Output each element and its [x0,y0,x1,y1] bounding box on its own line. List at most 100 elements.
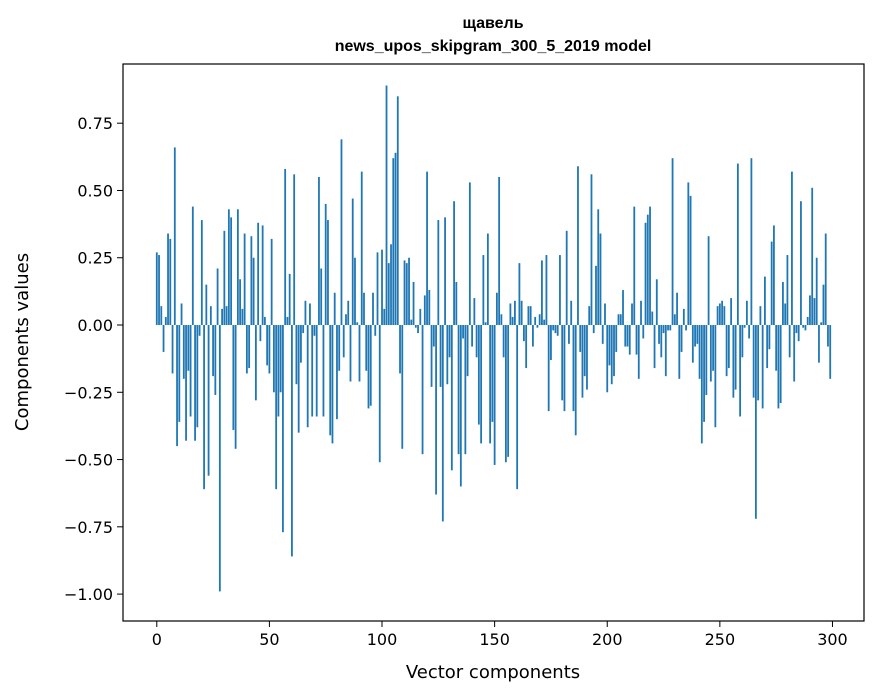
bar-171 [541,260,543,326]
bar-32 [227,209,230,326]
bar-170 [538,314,541,326]
bar-109 [401,325,404,449]
bar-89 [356,322,359,326]
bar-59 [288,273,291,326]
bar-117 [419,308,422,325]
bar-174 [547,325,550,412]
bar-49 [266,325,269,366]
bar-164 [525,325,528,369]
bar-118 [421,325,424,455]
bar-76 [327,220,329,326]
bar-68 [309,303,311,326]
bar-57 [284,168,287,326]
bar-5 [167,233,169,326]
bar-193 [590,174,593,326]
bar-277 [779,325,782,404]
bar-51 [270,238,273,326]
bar-139 [468,182,471,326]
bar-242 [700,325,703,444]
bar-27 [216,268,219,326]
bar-185 [572,325,575,412]
bar-279 [784,303,787,326]
bar-137 [464,325,467,455]
bar-77 [329,325,332,436]
bar-220 [651,311,654,326]
bar-107 [396,96,399,326]
bar-98 [376,252,379,326]
bar-290 [809,295,811,326]
bar-212 [633,206,636,326]
bar-113 [410,319,413,326]
bar-110 [403,260,406,326]
bar-100 [381,249,383,326]
bar-247 [712,325,714,371]
bar-184 [570,300,573,326]
bar-153 [500,314,503,326]
bar-227 [667,325,669,331]
bar-187 [577,166,579,326]
bar-136 [462,325,464,339]
bar-120 [426,171,428,326]
bar-217 [644,222,647,326]
bar-22 [205,284,208,326]
bar-257 [734,325,737,390]
bar-17 [194,325,196,441]
bar-92 [363,292,365,326]
bar-291 [811,187,814,326]
bar-150 [493,325,496,465]
bar-248 [714,325,717,428]
bar-47 [261,225,264,326]
bar-37 [239,279,242,326]
bar-260 [741,325,744,358]
bar-39 [243,233,246,326]
bar-268 [759,306,762,326]
bar-262 [745,300,748,326]
bar-263 [748,325,751,339]
bar-75 [324,203,327,326]
bar-296 [822,284,825,326]
bar-250 [718,303,721,326]
bar-73 [320,268,323,326]
bars-group [155,85,832,592]
bar-258 [736,163,739,326]
bar-272 [768,325,771,350]
bar-264 [750,158,753,326]
bar-152 [498,177,501,326]
bar-15 [189,325,192,417]
bar-286 [800,201,802,326]
bar-141 [473,298,476,326]
bar-181 [563,325,566,412]
bar-65 [302,325,305,334]
y-tick-label: −0.25 [64,383,113,402]
bar-93 [365,325,368,371]
bar-275 [775,325,778,371]
bar-215 [640,300,642,326]
bar-285 [797,325,800,342]
bar-280 [786,255,789,326]
bar-293 [815,257,818,326]
bar-133 [455,281,458,326]
x-tick-label: 150 [479,630,510,649]
bar-94 [367,325,370,409]
y-tick-label: 0.75 [77,114,113,133]
bar-55 [279,325,282,393]
bar-238 [691,325,694,363]
bar-197 [599,233,602,326]
bar-23 [207,325,210,476]
bar-6 [169,238,172,326]
bar-127 [441,325,444,522]
bar-162 [520,300,523,326]
bar-138 [466,325,469,377]
bar-229 [671,158,674,326]
bar-168 [534,316,537,326]
bar-228 [669,325,672,331]
bar-18 [196,325,199,428]
bar-11 [180,303,183,326]
bar-231 [676,292,678,326]
plot-frame [122,63,865,622]
bar-42 [250,236,253,326]
bar-216 [642,325,645,339]
bar-56 [282,325,284,533]
bar-28 [218,325,221,592]
bar-119 [423,295,426,326]
